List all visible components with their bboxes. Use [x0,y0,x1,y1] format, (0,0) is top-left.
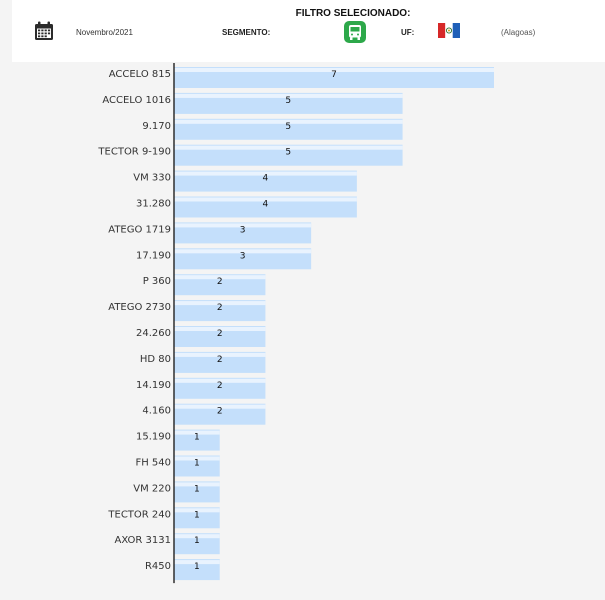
bar-highlight [174,430,220,435]
bar[interactable] [174,170,357,192]
bar[interactable] [174,222,312,244]
value-label: 2 [217,329,223,339]
state-name: (Alagoas) [501,28,536,37]
bar[interactable] [174,507,220,529]
category-label: 31.280 [136,199,171,210]
bar-highlight [174,508,220,513]
value-label: 2 [217,407,223,417]
category-label: ATEGO 1719 [108,224,171,235]
bar-highlight [174,249,312,254]
bar-highlight [174,275,266,280]
category-label: AXOR 3131 [115,535,172,546]
value-label: 1 [194,433,200,443]
category-label: 17.190 [136,250,171,261]
bar-highlight [174,560,220,565]
value-label: 2 [217,277,223,287]
category-label: HD 80 [140,354,171,365]
bar[interactable] [174,533,220,555]
calendar-icon [35,21,53,40]
category-label: TECTOR 240 [107,509,171,520]
bar-highlight [174,145,403,150]
value-label: 1 [194,536,200,546]
category-label: VM 330 [133,173,171,184]
value-label: 5 [285,148,291,158]
filter-title: FILTRO SELECIONADO: [295,8,411,19]
bar-highlight [174,93,403,98]
category-label: ATEGO 2730 [108,302,171,313]
bar-highlight [174,378,266,383]
filter-panel: FILTRO SELECIONADO: Novembro/2021 SEGMEN… [12,0,605,62]
bar-highlight [174,534,220,539]
category-label: TECTOR 9-190 [97,147,171,158]
value-label: 3 [240,251,246,261]
bar[interactable] [174,351,266,373]
value-label: 4 [263,200,269,210]
value-label: 1 [194,562,200,572]
value-label: 1 [194,510,200,520]
bus-icon [344,21,366,43]
category-label: 15.190 [136,432,171,443]
bar[interactable] [174,92,403,114]
bar[interactable] [174,429,220,451]
bar[interactable] [174,196,357,218]
bar-highlight [174,119,403,124]
bar[interactable] [174,559,220,581]
value-label: 2 [217,355,223,365]
value-label: 4 [263,174,269,184]
alagoas-flag-icon [438,23,460,38]
bar-highlight [174,404,266,409]
value-label: 1 [194,484,200,494]
category-label: 4.160 [142,406,171,417]
bar[interactable] [174,455,220,477]
bar[interactable] [174,377,266,399]
bar[interactable] [174,248,312,270]
value-label: 5 [285,122,291,132]
bar-highlight [174,456,220,461]
period-text: Novembro/2021 [76,28,133,37]
value-label: 5 [285,96,291,106]
category-label: VM 220 [133,483,171,494]
bar-highlight [174,301,266,306]
segment-label: SEGMENTO: [222,28,271,37]
category-label: FH 540 [135,458,171,469]
bar[interactable] [174,300,266,322]
category-label: 24.260 [136,328,171,339]
category-label: ACCELO 815 [109,69,171,80]
bar-highlight [174,171,357,176]
bar-highlight [174,197,357,202]
value-label: 2 [217,381,223,391]
category-label: 14.190 [136,380,171,391]
bar-highlight [174,68,494,72]
bar-highlight [174,223,312,228]
value-label: 7 [331,70,337,80]
bar[interactable] [174,403,266,425]
bar[interactable] [174,326,266,347]
bar-highlight [174,482,220,487]
bar-highlight [174,327,266,331]
value-label: 3 [240,225,246,235]
bar[interactable] [174,481,220,503]
category-label: R450 [145,561,171,572]
bar[interactable] [174,144,403,166]
value-label: 1 [194,459,200,469]
bar[interactable] [174,67,494,88]
category-label: P 360 [143,276,171,287]
category-label: ACCELO 1016 [102,95,171,106]
bar[interactable] [174,274,266,296]
value-label: 2 [217,303,223,313]
bar[interactable] [174,118,403,140]
bar-highlight [174,352,266,357]
category-label: 9.170 [142,121,171,132]
uf-label: UF: [401,28,415,37]
